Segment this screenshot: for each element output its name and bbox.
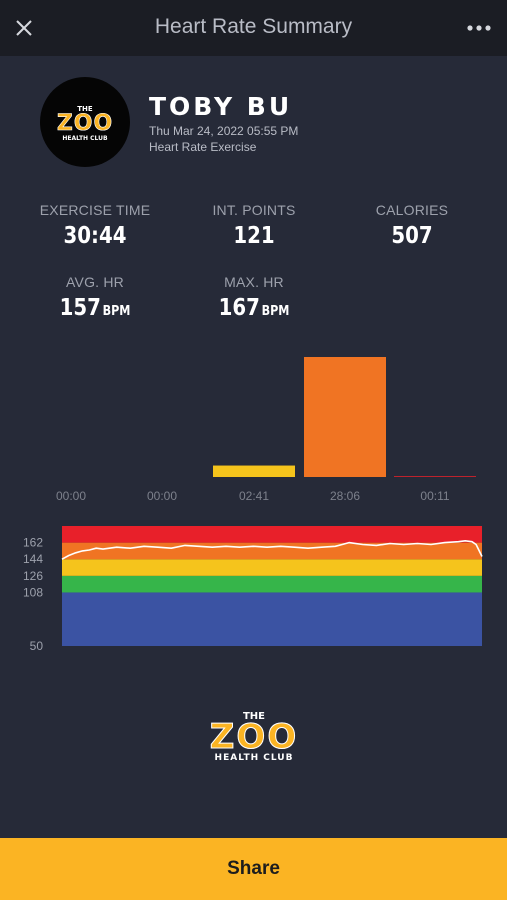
stat-value: 507: [391, 223, 433, 249]
zone-bar-label: 00:00: [56, 489, 86, 503]
stat-value: 167 BPM: [185, 295, 323, 321]
zone-bar: [213, 465, 295, 477]
stat-avg-hr: AVG. HR 157 BPM: [15, 274, 175, 321]
hr-zone-band: [62, 575, 482, 593]
stat-value: 121: [233, 223, 275, 249]
logo-the: THE: [243, 711, 265, 722]
hr-axis-tick: 144: [23, 552, 43, 566]
zone-bar: [394, 476, 476, 477]
hr-zone-band: [62, 542, 482, 560]
zone-time-bar-chart: 00:00 00:00 02:41 28:06 00:11: [56, 357, 476, 503]
stat-max-hr: MAX. HR 167 BPM: [174, 274, 334, 321]
close-button[interactable]: [8, 12, 40, 44]
zone-bar-label: 02:41: [239, 489, 269, 503]
hr-zone-band: [62, 559, 482, 576]
hr-axis-tick: 162: [23, 536, 43, 550]
club-avatar: THE ZOO HEALTH CLUB: [40, 77, 130, 167]
heart-rate-line-chart: 162 144 126 108 50: [23, 526, 483, 653]
stat-exercise-time: EXERCISE TIME 30:44: [15, 202, 175, 249]
stat-label: AVG. HR: [66, 274, 124, 290]
stat-value: 157 BPM: [26, 295, 164, 321]
zone-bar-label: 28:06: [330, 489, 360, 503]
stat-calories: CALORIES 507: [332, 202, 492, 249]
zoo-logo-avatar: THE ZOO HEALTH CLUB: [57, 105, 113, 142]
hr-axis-tick: 108: [23, 585, 43, 599]
avatar-logo-health-club: HEALTH CLUB: [62, 135, 108, 142]
hr-axis-tick: 126: [23, 569, 43, 583]
workout-type: Heart Rate Exercise: [149, 140, 257, 154]
user-name: TOBY BU: [149, 92, 293, 121]
share-button[interactable]: Share: [0, 838, 507, 900]
stat-label: EXERCISE TIME: [39, 202, 151, 218]
logo-health-club: HEALTH CLUB: [215, 753, 294, 763]
zone-bar-label: 00:00: [147, 489, 177, 503]
stat-label: MAX. HR: [224, 274, 284, 290]
avatar-logo-zoo: ZOO: [57, 111, 113, 136]
stat-int-points: INT. POINTS 121: [174, 202, 334, 249]
stat-unit: BPM: [102, 304, 131, 319]
hr-zone-band: [62, 526, 482, 543]
avatar-logo-the: THE: [77, 105, 93, 113]
logo-zoo: ZOO: [210, 717, 298, 757]
zoo-logo: THE ZOO HEALTH CLUB: [209, 711, 298, 763]
stat-label: INT. POINTS: [212, 202, 296, 218]
stat-label: CALORIES: [375, 202, 449, 218]
stat-unit: BPM: [261, 304, 290, 319]
workout-date: Thu Mar 24, 2022 05:55 PM: [149, 124, 299, 138]
page-title: Heart Rate Summary: [154, 15, 353, 38]
top-bar: Heart Rate Summary: [0, 0, 507, 56]
zone-bar: [304, 357, 386, 477]
hr-line: [61, 539, 483, 560]
close-icon: [16, 20, 32, 36]
stat-number: 157: [59, 295, 101, 321]
stat-value: 30:44: [63, 223, 127, 249]
zone-bar-label: 00:11: [420, 489, 449, 503]
more-button[interactable]: [459, 12, 499, 44]
hr-zone-band: [62, 592, 482, 646]
more-horizontal-icon: [467, 25, 491, 31]
footer-logo: THE ZOO HEALTH CLUB: [176, 706, 332, 764]
hr-axis-tick: 50: [30, 639, 44, 653]
stat-number: 167: [218, 295, 260, 321]
